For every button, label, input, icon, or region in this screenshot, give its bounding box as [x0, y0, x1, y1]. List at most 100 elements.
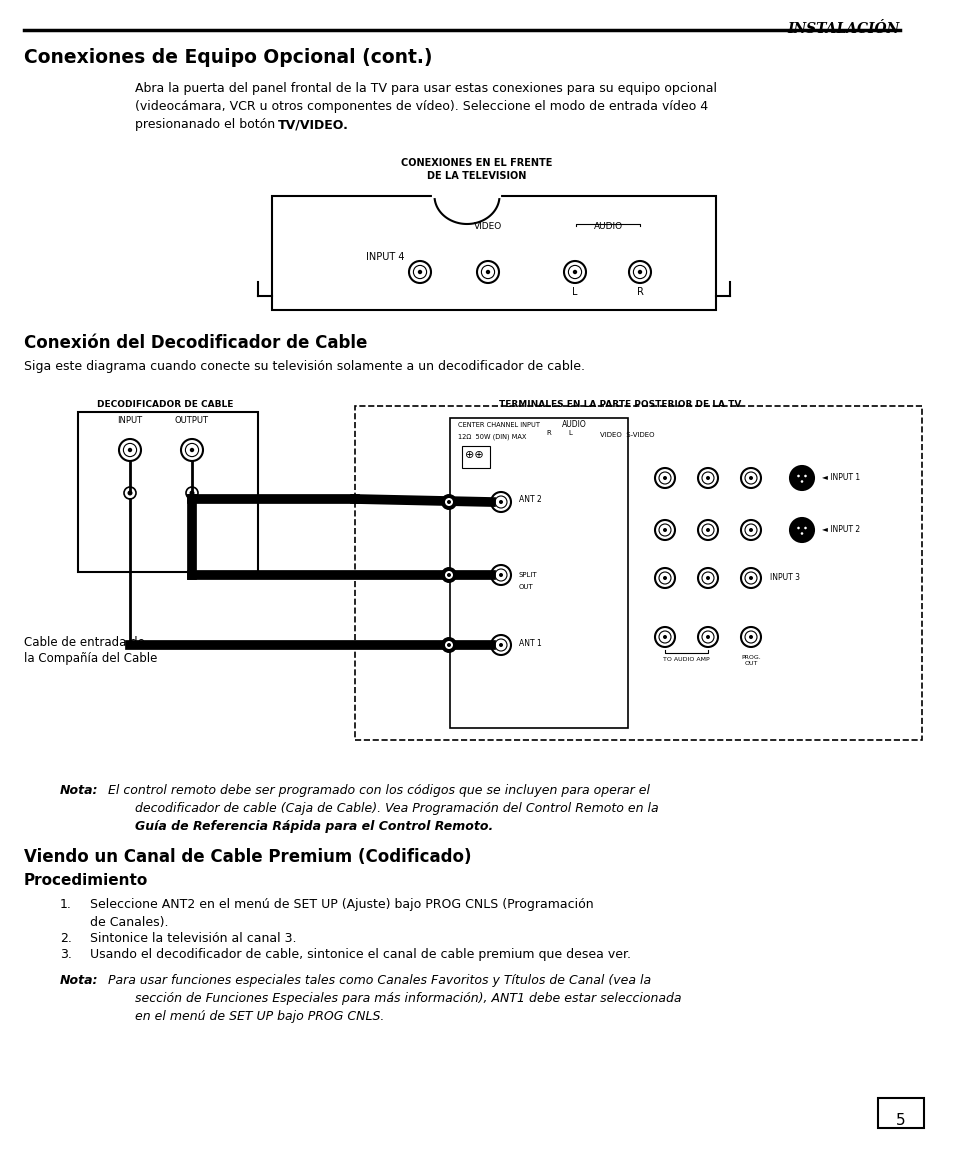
Circle shape: [803, 475, 806, 477]
Bar: [877, 1098, 923, 1128]
Circle shape: [797, 527, 799, 529]
Circle shape: [440, 567, 456, 583]
Text: AUDIO: AUDIO: [593, 222, 622, 231]
Circle shape: [662, 476, 666, 480]
Circle shape: [789, 465, 813, 490]
Text: OUTPUT: OUTPUT: [174, 416, 209, 425]
Text: L: L: [567, 430, 572, 435]
Text: CENTER CHANNEL INPUT: CENTER CHANNEL INPUT: [457, 422, 539, 429]
Text: ⊕⊕: ⊕⊕: [464, 450, 483, 460]
Circle shape: [498, 573, 502, 578]
Text: Nota:: Nota:: [60, 784, 98, 797]
Circle shape: [447, 573, 451, 578]
Circle shape: [748, 528, 752, 532]
Circle shape: [705, 635, 709, 639]
Circle shape: [485, 270, 490, 274]
Bar: [272, 196, 716, 310]
Text: INSTALACIÓN: INSTALACIÓN: [787, 22, 899, 36]
Text: en el menú de SET UP bajo PROG CNLS.: en el menú de SET UP bajo PROG CNLS.: [135, 1009, 384, 1023]
Circle shape: [705, 476, 709, 480]
Text: L: L: [572, 286, 578, 297]
Bar: [355, 407, 921, 740]
Text: (videocámara, VCR u otros componentes de vídeo). Seleccione el modo de entrada v: (videocámara, VCR u otros componentes de…: [135, 100, 707, 113]
Text: Seleccione ANT2 en el menú de SET UP (Ajuste) bajo PROG CNLS (Programación: Seleccione ANT2 en el menú de SET UP (Aj…: [90, 897, 593, 911]
Text: Siga este diagrama cuando conecte su televisión solamente a un decodificador de : Siga este diagrama cuando conecte su tel…: [24, 360, 584, 373]
Circle shape: [705, 528, 709, 532]
Circle shape: [803, 527, 806, 529]
Circle shape: [662, 528, 666, 532]
Text: Cable de entrada de: Cable de entrada de: [24, 636, 145, 649]
Text: INPUT 4: INPUT 4: [365, 252, 404, 262]
Text: Abra la puerta del panel frontal de la TV para usar estas conexiones para su equ: Abra la puerta del panel frontal de la T…: [135, 82, 717, 95]
Text: la Compañía del Cable: la Compañía del Cable: [24, 653, 157, 665]
Text: R: R: [636, 286, 642, 297]
Circle shape: [447, 643, 451, 647]
Text: Sintonice la televisión al canal 3.: Sintonice la televisión al canal 3.: [90, 932, 296, 945]
Text: ◄ INPUT 2: ◄ INPUT 2: [821, 526, 860, 535]
Text: Conexiones de Equipo Opcional (cont.): Conexiones de Equipo Opcional (cont.): [24, 49, 432, 67]
Text: ANT 1: ANT 1: [518, 639, 541, 648]
Circle shape: [638, 270, 641, 274]
Text: presionanado el botón: presionanado el botón: [135, 118, 279, 131]
Text: ◄ INPUT 1: ◄ INPUT 1: [821, 474, 860, 483]
Text: SPLIT: SPLIT: [518, 572, 537, 578]
Circle shape: [190, 448, 194, 453]
Text: DE LA TELEVISION: DE LA TELEVISION: [427, 171, 526, 181]
Circle shape: [498, 500, 502, 504]
Text: Usando el decodificador de cable, sintonice el canal de cable premium que desea : Usando el decodificador de cable, sinton…: [90, 948, 630, 961]
Text: El control remoto debe ser programado con los códigos que se incluyen para opera: El control remoto debe ser programado co…: [104, 784, 649, 797]
Text: ANT 2: ANT 2: [518, 495, 541, 505]
Circle shape: [705, 576, 709, 580]
Text: 2.: 2.: [60, 932, 71, 945]
Circle shape: [447, 500, 451, 504]
Text: 5: 5: [895, 1113, 904, 1128]
Bar: [78, 412, 257, 572]
Bar: [450, 418, 627, 728]
Text: Procedimiento: Procedimiento: [24, 873, 148, 888]
Text: decodificador de cable (Caja de Cable). Vea Programación del Control Remoto en l: decodificador de cable (Caja de Cable). …: [135, 802, 658, 815]
Circle shape: [444, 641, 453, 649]
Circle shape: [440, 638, 456, 653]
Circle shape: [190, 491, 194, 495]
Circle shape: [444, 571, 453, 579]
Text: VIDEO: VIDEO: [474, 222, 501, 231]
Text: R: R: [546, 430, 551, 435]
Text: Nota:: Nota:: [60, 974, 98, 988]
Circle shape: [662, 576, 666, 580]
Text: CONEXIONES EN EL FRENTE: CONEXIONES EN EL FRENTE: [401, 158, 552, 167]
Text: TV/VIDEO.: TV/VIDEO.: [277, 118, 349, 131]
Text: PROG.
OUT: PROG. OUT: [740, 655, 760, 665]
Text: Viendo un Canal de Cable Premium (Codificado): Viendo un Canal de Cable Premium (Codifi…: [24, 848, 471, 866]
Text: INPUT: INPUT: [117, 416, 142, 425]
Text: 1.: 1.: [60, 897, 71, 911]
Text: 12Ω  50W (DIN) MAX: 12Ω 50W (DIN) MAX: [457, 433, 526, 440]
Circle shape: [444, 498, 453, 506]
Text: Para usar funciones especiales tales como Canales Favoritos y Títulos de Canal (: Para usar funciones especiales tales com…: [104, 974, 651, 988]
Circle shape: [800, 480, 802, 483]
Circle shape: [440, 494, 456, 511]
Text: 3.: 3.: [60, 948, 71, 961]
Text: de Canales).: de Canales).: [90, 916, 169, 929]
Text: DECODIFICADOR DE CABLE: DECODIFICADOR DE CABLE: [96, 400, 233, 409]
Text: TO AUDIO AMP: TO AUDIO AMP: [662, 657, 709, 662]
Circle shape: [498, 643, 502, 647]
Circle shape: [128, 448, 132, 453]
Circle shape: [789, 517, 813, 542]
Text: Guía de Referencia Rápida para el Control Remoto.: Guía de Referencia Rápida para el Contro…: [135, 820, 493, 833]
Circle shape: [797, 475, 799, 477]
Text: TERMINALES EN LA PARTE POSTERIOR DE LA TV: TERMINALES EN LA PARTE POSTERIOR DE LA T…: [498, 400, 740, 409]
Circle shape: [128, 491, 132, 495]
Bar: [461, 446, 490, 468]
Circle shape: [662, 635, 666, 639]
Circle shape: [748, 476, 752, 480]
Circle shape: [417, 270, 422, 274]
Circle shape: [748, 576, 752, 580]
Circle shape: [572, 270, 577, 274]
Text: Conexión del Decodificador de Cable: Conexión del Decodificador de Cable: [24, 334, 367, 352]
Circle shape: [800, 532, 802, 535]
Text: AUDIO: AUDIO: [561, 420, 586, 429]
Text: sección de Funciones Especiales para más información), ANT1 debe estar seleccion: sección de Funciones Especiales para más…: [135, 992, 680, 1005]
Text: VIDEO  S-VIDEO: VIDEO S-VIDEO: [599, 432, 654, 438]
Text: OUT: OUT: [518, 584, 533, 590]
Circle shape: [748, 635, 752, 639]
